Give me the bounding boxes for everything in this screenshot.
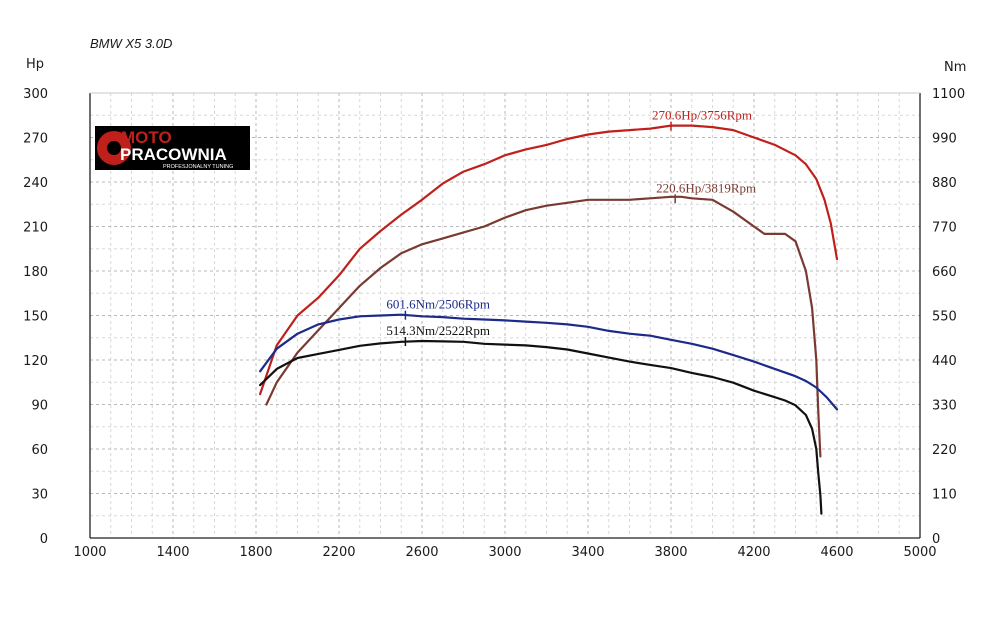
x-tick-label: 5000	[903, 545, 936, 560]
right-tick-label: 1100	[932, 87, 965, 102]
logo-tagline: PROFESJONALNY TUNING	[163, 164, 233, 170]
right-tick-label: 220	[932, 443, 957, 458]
annotation-label: 270.6Hp/3756Rpm	[652, 108, 752, 123]
left-tick-label: 30	[31, 488, 48, 503]
x-tick-label: 2200	[322, 545, 355, 560]
right-axis-unit: Nm	[944, 60, 966, 75]
chart-title: BMW X5 3.0D	[90, 36, 172, 51]
x-tick-label: 4200	[737, 545, 770, 560]
right-tick-label: 550	[932, 310, 957, 325]
right-tick-label: 440	[932, 354, 957, 369]
x-tick-label: 3800	[654, 545, 687, 560]
annotation-label: 514.3Nm/2522Rpm	[386, 323, 490, 338]
x-tick-label: 1800	[239, 545, 272, 560]
peak-annotations: 270.6Hp/3756Rpm 220.6Hp/3819Rpm 601.6Nm/25…	[386, 108, 756, 346]
series-line-torque-stock	[259, 339, 823, 515]
x-tick-label: 1400	[156, 545, 189, 560]
moto-pracownia-logo: MOTO PRACOWNIA PROFESJONALNY TUNING	[95, 126, 250, 170]
annotation-label: 601.6Nm/2506Rpm	[386, 297, 490, 312]
left-tick-label: 0	[40, 532, 48, 547]
logo-line1: MOTO	[121, 128, 172, 147]
x-tick-label: 4600	[820, 545, 853, 560]
left-tick-label: 180	[23, 265, 48, 280]
right-tick-label: 0	[932, 532, 940, 547]
right-tick-label: 330	[932, 399, 957, 414]
x-tick-label: 2600	[405, 545, 438, 560]
left-tick-label: 90	[31, 399, 48, 414]
logo-line2: PRACOWNIA	[120, 145, 227, 164]
right-tick-label: 660	[932, 265, 957, 280]
series-line-power-tuned	[259, 124, 839, 396]
left-tick-label: 270	[23, 132, 48, 147]
left-tick-label: 300	[23, 87, 48, 102]
x-tick-labels: 1000 1400 1800 2200 2600 3000 3400 3800 4200 4600…	[73, 545, 936, 560]
axes	[89, 92, 921, 539]
left-tick-label: 210	[23, 221, 48, 236]
series-lines	[259, 124, 839, 515]
right-tick-label: 770	[932, 221, 957, 236]
left-tick-label: 240	[23, 176, 48, 191]
left-tick-label: 60	[31, 443, 48, 458]
left-axis-unit: Hp	[26, 57, 44, 72]
right-tick-label: 880	[932, 176, 957, 191]
right-tick-label: 990	[932, 132, 957, 147]
x-tick-label: 1000	[73, 545, 106, 560]
series-line-torque-tuned	[259, 313, 839, 411]
wheel-hub	[107, 141, 121, 155]
right-tick-labels: 0 110 220 330 440 550 660 770 880 990 1100	[932, 87, 965, 547]
x-tick-label: 3400	[571, 545, 604, 560]
left-tick-label: 150	[23, 310, 48, 325]
left-tick-label: 120	[23, 354, 48, 369]
left-tick-labels: 0 30 60 90 120 150 180 210 240 270 300	[23, 87, 48, 547]
annotation-label: 220.6Hp/3819Rpm	[656, 180, 756, 195]
right-tick-label: 110	[932, 488, 957, 503]
x-tick-label: 3000	[488, 545, 521, 560]
series-line-power-stock	[265, 195, 822, 458]
